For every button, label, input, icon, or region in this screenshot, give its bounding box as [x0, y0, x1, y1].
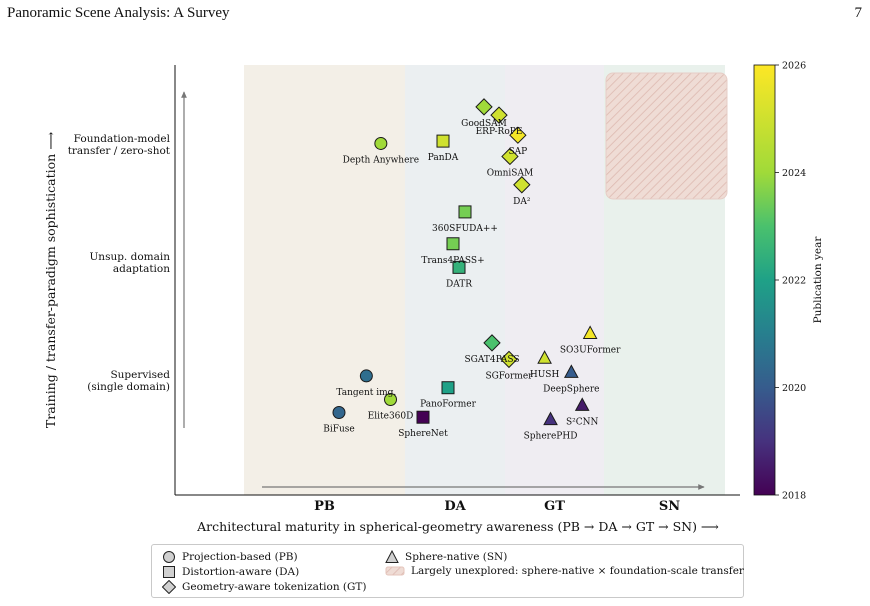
y-axis-title: Training / transfer-paradigm sophisticat… [43, 132, 58, 428]
x-tick-label: GT [544, 499, 565, 514]
point-label: SGFormer [485, 371, 533, 381]
point-label: SAP [509, 147, 528, 157]
x-axis-title: Architectural maturity in spherical-geom… [196, 519, 719, 534]
x-tick-label: SN [659, 499, 680, 514]
point-label: DA² [513, 197, 531, 207]
point-panoformer [441, 381, 455, 395]
point-label: HUSH [530, 370, 560, 380]
point-sgformer [500, 350, 518, 369]
point-label: Depth Anywhere [343, 155, 419, 165]
hatched-region-swatch-icon [385, 566, 405, 576]
y-tick-label: Supervised (single domain) [87, 369, 170, 393]
point-erp-rope [490, 106, 508, 124]
point-label: BiFuse [323, 425, 354, 435]
point-label: S²CNN [566, 417, 599, 427]
legend-item-sn: Sphere-native (SN) [385, 550, 507, 564]
colorbar [753, 64, 776, 496]
y-tick-label: Unsup. domain adaptation [89, 251, 170, 275]
point-goodsam [475, 98, 493, 116]
point-bifuse [332, 406, 346, 419]
page-number: 7 [854, 5, 863, 21]
point-tangent-img- [359, 369, 373, 383]
point-depth-anywhere [374, 136, 388, 150]
point-label: SO3UFormer [560, 345, 621, 355]
point-360sfuda- [458, 205, 472, 219]
point-spherephd [543, 411, 558, 426]
colorbar-tick-label: 2022 [782, 276, 806, 287]
point-label: PanDA [428, 153, 459, 163]
legend-label: Projection-based (PB) [182, 551, 298, 563]
unexplored-region [605, 72, 728, 200]
scatter-chart: PB DA GT SN Supervised (single domain) Unsup. … [43, 61, 824, 535]
point-label: Elite360D [368, 412, 414, 422]
running-header-title: Panoramic Scene Analysis: A Survey [7, 5, 230, 21]
point-label: ERP-RoPE [476, 127, 523, 137]
legend-item-gt: Geometry-aware tokenization (GT) [162, 580, 367, 594]
point-label: PanoFormer [420, 400, 477, 410]
column-band-pb [244, 65, 405, 495]
point-label: GoodSAM [461, 119, 507, 129]
legend-label: Largely unexplored: sphere-native × foun… [411, 565, 744, 577]
legend-label: Geometry-aware tokenization (GT) [182, 581, 367, 593]
point-panda [436, 134, 450, 148]
y-tick-label: Foundation-model transfer / zero-shot [68, 133, 171, 157]
point-label: OmniSAM [487, 168, 533, 178]
colorbar-tick-label: 2018 [782, 491, 806, 502]
legend-label: Sphere-native (SN) [405, 551, 508, 563]
colorbar-tick-label: 2024 [782, 168, 806, 179]
legend: Projection-based (PB) Distortion-aware (… [151, 544, 744, 598]
colorbar-title: Publication year [812, 236, 824, 324]
point-label: DeepSphere [543, 384, 599, 394]
point-label: Tangent img. [336, 388, 396, 398]
point-label: SGAT4PASS [465, 355, 520, 365]
point-sap [509, 126, 527, 144]
square-marker-icon [163, 566, 175, 578]
legend-label: Distortion-aware (DA) [182, 566, 300, 578]
point-label: Trans4PASS+ [421, 256, 484, 266]
point-datr [452, 260, 466, 274]
colorbar-tick-label: 2026 [782, 61, 806, 72]
point-hush [537, 350, 552, 364]
point-spherenet [416, 410, 430, 424]
legend-item-unexplored: Largely unexplored: sphere-native × foun… [385, 565, 744, 577]
point-da- [513, 176, 531, 194]
legend-item-pb: Projection-based (PB) [162, 550, 298, 564]
diamond-marker-icon [162, 580, 176, 594]
point-deepsphere [563, 364, 579, 378]
point-elite360d [384, 393, 398, 407]
point-sgat4pass [483, 334, 501, 352]
legend-item-da: Distortion-aware (DA) [162, 565, 299, 579]
point-label: DATR [446, 279, 472, 289]
point-s-cnn [574, 397, 590, 411]
point-label: SpherePHD [524, 432, 578, 442]
point-label: 360SFUDA++ [432, 224, 498, 234]
triangle-marker-icon [385, 550, 399, 563]
circle-marker-icon [163, 551, 175, 563]
point-omnisam [501, 147, 519, 166]
point-label: SphereNet [398, 429, 448, 439]
point-trans4pass- [446, 237, 460, 251]
x-tick-label: PB [314, 499, 335, 514]
point-so3uformer [582, 325, 598, 339]
x-tick-label: DA [444, 499, 466, 514]
colorbar-tick-label: 2020 [782, 383, 806, 394]
